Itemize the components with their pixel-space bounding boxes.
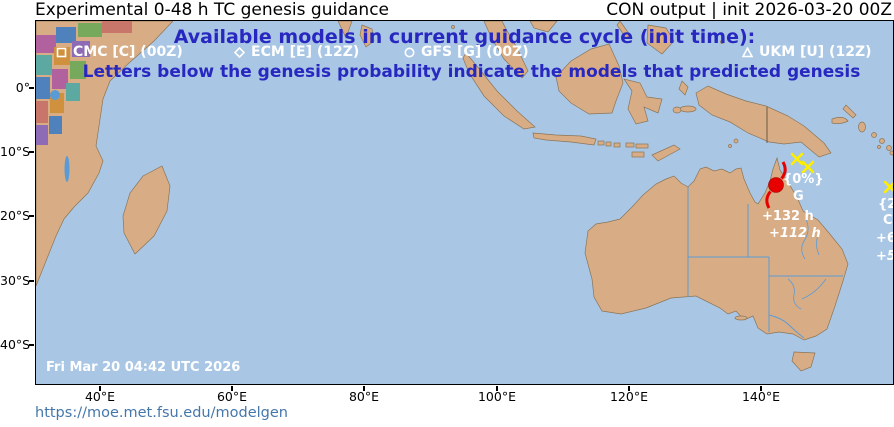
lakes: [50, 90, 70, 182]
map-timestamp: Fri Mar 20 04:42 UTC 2026: [46, 360, 241, 375]
landmass-malay-peninsula: [483, 21, 529, 79]
legend-item-ecm: ECM [E] (12Z): [234, 44, 359, 60]
genesis-lead-time-1: +132 h: [762, 209, 814, 224]
genesis-x-icon: [790, 152, 893, 194]
marker-overlay-svg: [765, 152, 893, 209]
lon-label-140e: 140°E: [741, 389, 780, 404]
lon-label-40e: 40°E: [84, 389, 116, 404]
map-canvas: Available models in current guidance cyc…: [35, 20, 894, 385]
lat-tick: [29, 344, 34, 346]
lat-tick: [29, 215, 34, 217]
lat-label-0: 0°: [15, 80, 30, 95]
genesis-probability: {0%}: [783, 172, 824, 187]
lon-tick: [628, 386, 630, 391]
internal-borders: [687, 187, 843, 339]
lon-label-80e: 80°E: [348, 389, 380, 404]
landmass-sumatra: [462, 52, 536, 130]
landmass-madagascar: [122, 165, 171, 255]
banner-letters-note: Letters below the genesis probability in…: [82, 62, 861, 82]
landmass-sri-lanka: [359, 24, 375, 48]
model-legend: CMC [C] (00Z) ECM [E] (12Z) GFS [G] (00Z…: [36, 44, 893, 60]
lat-tick: [29, 151, 34, 153]
landmass-new-guinea: [695, 85, 832, 158]
landmass-java: [532, 132, 597, 146]
lon-label-100e: 100°E: [477, 389, 516, 404]
gfs-circle-icon: [404, 47, 415, 57]
basemap-svg: [36, 21, 893, 372]
edge-marker-probability: {2: [878, 197, 893, 212]
landmass-halmahera: [678, 80, 689, 96]
run-init-info: CON output | init 2026-03-20 00Z: [606, 0, 892, 20]
legend-item-ukm: UKM [U] (12Z): [742, 44, 872, 60]
edge-marker-lead-2: +5: [876, 249, 894, 264]
lon-tick: [99, 386, 101, 391]
legend-item-gfs: GFS [G] (00Z): [404, 44, 529, 60]
lon-tick: [496, 386, 498, 391]
landmass-australia: [584, 156, 849, 341]
legend-label-cmc: CMC [C] (00Z): [73, 44, 183, 60]
lon-tick: [760, 386, 762, 391]
lon-tick: [231, 386, 233, 391]
landmass-kangaroo-island: [734, 315, 748, 321]
landmass-indochina: [529, 21, 558, 33]
landmass-sulawesi: [623, 78, 663, 125]
lat-tick: [29, 280, 34, 282]
lon-label-120e: 120°E: [609, 389, 648, 404]
landmass-palawan: [616, 21, 631, 39]
legend-label-ecm: ECM [E] (12Z): [251, 44, 360, 60]
page-title: Experimental 0-48 h TC genesis guidance: [35, 0, 389, 20]
source-url-link[interactable]: https://moe.met.fsu.edu/modelgen: [35, 405, 288, 421]
edge-marker-models: C: [883, 213, 893, 228]
legend-label-ukm: UKM [U] (12Z): [759, 44, 872, 60]
rivers: [787, 218, 827, 310]
lon-label-60e: 60°E: [216, 389, 248, 404]
cmc-square-icon: [56, 47, 67, 57]
lat-label-30s: 30°S: [0, 273, 31, 288]
genesis-lead-time-2: +112 h: [769, 226, 821, 241]
genesis-models: G: [793, 189, 804, 204]
landmass-new-ireland: [842, 104, 857, 119]
ukm-triangle-icon: [742, 46, 753, 57]
landmass-tasmania: [791, 351, 816, 372]
lat-label-10s: 10°S: [0, 144, 31, 159]
lat-label-20s: 20°S: [0, 208, 31, 223]
edge-marker-lead-1: +6: [876, 231, 894, 246]
tc-symbol-icon: [765, 161, 787, 209]
banner-models-title: Available models in current guidance cyc…: [173, 26, 756, 48]
ecm-diamond-icon: [234, 46, 245, 58]
landmass-new-britain: [831, 117, 849, 125]
landmass-borneo: [555, 43, 624, 115]
lat-label-40s: 40°S: [0, 337, 31, 352]
landmass-mindanao: [646, 24, 675, 55]
landmass-bougainville: [858, 121, 866, 133]
lat-tick: [29, 87, 34, 89]
landmass-timor: [651, 144, 681, 162]
landmass-india-tip: [337, 21, 353, 39]
legend-item-cmc: CMC [C] (00Z): [56, 44, 183, 60]
legend-label-gfs: GFS [G] (00Z): [421, 44, 529, 60]
lon-tick: [363, 386, 365, 391]
